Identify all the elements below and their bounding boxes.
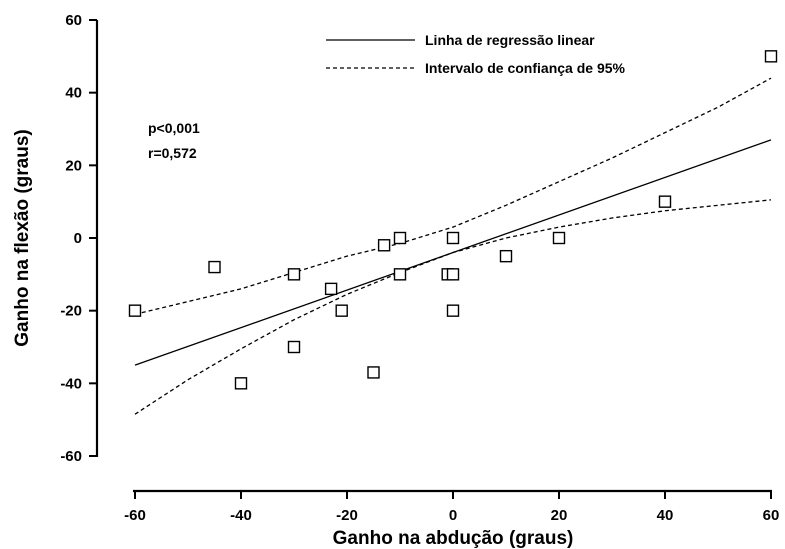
data-point	[335, 304, 348, 317]
legend-regression-label: Linha de regressão linear	[425, 32, 595, 48]
x-tick-label: -20	[336, 507, 358, 524]
confidence-upper-line	[134, 77, 772, 315]
data-point	[658, 195, 672, 208]
data-point	[234, 377, 248, 390]
x-tick-label: 60	[763, 507, 780, 524]
y-tick-label: -20	[60, 303, 82, 320]
y-tick-label: 0	[74, 230, 82, 247]
data-point	[764, 50, 778, 63]
data-point	[393, 268, 407, 281]
data-point	[128, 304, 142, 317]
x-tick-label: -60	[124, 507, 146, 524]
legend-ci-label: Intervalo de confiança de 95%	[425, 60, 626, 76]
data-points	[128, 50, 778, 390]
data-point	[393, 231, 407, 245]
data-point	[446, 304, 460, 317]
data-point	[367, 366, 380, 379]
p-value-annotation: p<0,001	[148, 120, 200, 136]
data-point	[208, 260, 221, 274]
x-tick-label: 0	[449, 507, 457, 524]
data-point	[552, 231, 566, 245]
correlation-annotation: r=0,572	[148, 145, 197, 161]
y-tick-label: 20	[65, 157, 82, 174]
series-layer	[134, 77, 772, 415]
x-tick-label: 20	[551, 507, 568, 524]
confidence-lower-line	[134, 199, 772, 415]
data-point	[324, 282, 338, 296]
axes	[95, 20, 772, 493]
y-axis-title: Ganho na flexão (graus)	[12, 129, 33, 346]
x-tick-label: -40	[230, 507, 252, 524]
x-axis-title: Ganho na abdução (graus)	[333, 528, 574, 549]
y-ticks: -60 -40 -20 0 20 40 60	[60, 12, 97, 465]
data-point	[446, 268, 460, 281]
data-point	[499, 249, 513, 263]
data-point	[446, 231, 460, 245]
y-tick-label: 40	[65, 85, 82, 102]
legend: Linha de regressão linear Intervalo de c…	[326, 32, 626, 76]
x-ticks: -60 -40 -20 0 20 40 60	[124, 491, 779, 524]
y-tick-label: -60	[60, 448, 82, 465]
data-point	[287, 340, 301, 354]
y-tick-label: 60	[65, 12, 82, 29]
y-tick-label: -40	[60, 375, 82, 392]
data-point	[287, 268, 301, 281]
data-point	[377, 239, 391, 252]
x-tick-label: 40	[657, 507, 674, 524]
